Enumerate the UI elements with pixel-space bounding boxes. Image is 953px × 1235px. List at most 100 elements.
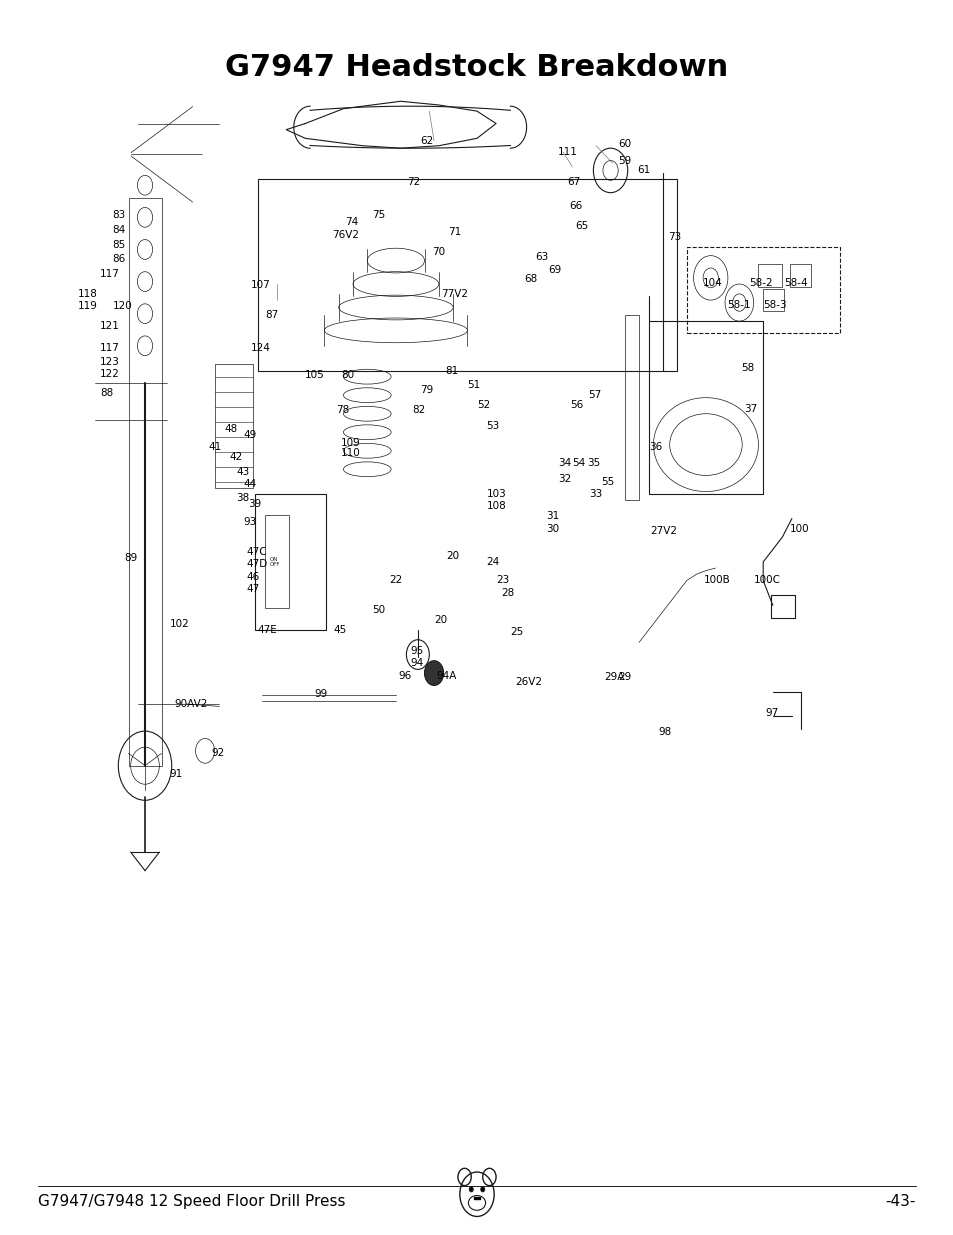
- Bar: [686, 247, 839, 333]
- Text: 96: 96: [398, 671, 412, 680]
- Text: 95: 95: [410, 646, 423, 656]
- Text: 90AV2: 90AV2: [174, 699, 208, 709]
- Text: 87: 87: [265, 310, 278, 320]
- Text: 52: 52: [476, 400, 490, 410]
- Text: 117: 117: [100, 269, 120, 279]
- Text: 67: 67: [567, 177, 580, 186]
- Text: 60: 60: [618, 140, 631, 149]
- Text: 29A: 29A: [603, 672, 623, 682]
- Text: 100C: 100C: [753, 576, 780, 585]
- Text: 48: 48: [224, 424, 237, 433]
- Bar: [129, 198, 162, 766]
- Text: 94: 94: [410, 658, 423, 668]
- Text: 32: 32: [558, 474, 571, 484]
- Text: 28: 28: [500, 588, 514, 598]
- Text: 70: 70: [432, 247, 445, 257]
- Text: 89: 89: [124, 553, 137, 563]
- Text: 69: 69: [548, 266, 561, 275]
- Text: 105: 105: [305, 370, 325, 380]
- Text: 92: 92: [212, 748, 225, 758]
- Text: 123: 123: [100, 357, 120, 367]
- Text: 79: 79: [419, 385, 433, 395]
- Text: 62: 62: [419, 136, 433, 146]
- Text: 47E: 47E: [257, 625, 277, 635]
- Text: 43: 43: [236, 467, 250, 477]
- Text: 58-3: 58-3: [762, 300, 786, 310]
- Text: 108: 108: [486, 501, 506, 511]
- Text: 109: 109: [340, 438, 360, 448]
- Text: 47: 47: [246, 584, 259, 594]
- Text: 56: 56: [570, 400, 583, 410]
- Text: 82: 82: [412, 405, 425, 415]
- Text: 36: 36: [648, 442, 661, 452]
- Text: 104: 104: [702, 278, 722, 288]
- Text: 74: 74: [345, 217, 358, 227]
- Bar: [254, 494, 326, 630]
- Text: 65: 65: [575, 221, 588, 231]
- Bar: [624, 315, 639, 500]
- Bar: [762, 289, 783, 311]
- Text: ON
OFF: ON OFF: [270, 557, 280, 567]
- Bar: [265, 515, 289, 608]
- Text: 30: 30: [545, 524, 558, 534]
- Text: 97: 97: [764, 708, 778, 718]
- Text: 49: 49: [243, 430, 256, 440]
- Text: 51: 51: [467, 380, 480, 390]
- Text: 81: 81: [445, 366, 458, 375]
- Text: 42: 42: [229, 452, 242, 462]
- Text: 122: 122: [100, 369, 120, 379]
- Text: 71: 71: [448, 227, 461, 237]
- Text: 99: 99: [314, 689, 328, 699]
- Text: 68: 68: [524, 274, 537, 284]
- Text: 66: 66: [569, 201, 582, 211]
- Text: 22: 22: [389, 576, 402, 585]
- Text: 58: 58: [740, 363, 754, 373]
- Text: 31: 31: [545, 511, 558, 521]
- Text: 117: 117: [100, 343, 120, 353]
- Text: 75: 75: [372, 210, 385, 220]
- Bar: [257, 179, 677, 370]
- Text: 58-4: 58-4: [783, 278, 807, 288]
- Text: 124: 124: [251, 343, 271, 353]
- Text: 88: 88: [100, 388, 113, 398]
- Circle shape: [469, 1187, 473, 1192]
- Text: 23: 23: [496, 576, 509, 585]
- Text: 44: 44: [243, 479, 256, 489]
- Text: 61: 61: [637, 165, 650, 175]
- Bar: [770, 595, 794, 618]
- Text: 45: 45: [334, 625, 347, 635]
- Text: 93: 93: [243, 517, 256, 527]
- Text: 20: 20: [434, 615, 447, 625]
- Text: 83: 83: [112, 210, 126, 220]
- Text: 118: 118: [78, 289, 98, 299]
- Text: G7947/G7948 12 Speed Floor Drill Press: G7947/G7948 12 Speed Floor Drill Press: [38, 1194, 345, 1209]
- Text: 54: 54: [572, 458, 585, 468]
- Text: 20: 20: [446, 551, 459, 561]
- Text: 41: 41: [208, 442, 221, 452]
- Text: 120: 120: [112, 301, 132, 311]
- Text: 53: 53: [486, 421, 499, 431]
- Text: 63: 63: [535, 252, 548, 262]
- Text: 72: 72: [407, 177, 420, 186]
- Text: 100: 100: [789, 524, 809, 534]
- Text: 84: 84: [112, 225, 126, 235]
- Text: 47D: 47D: [246, 559, 267, 569]
- Text: 110: 110: [340, 448, 360, 458]
- Text: 94A: 94A: [436, 671, 456, 680]
- Text: 77V2: 77V2: [440, 289, 467, 299]
- Text: 91: 91: [170, 769, 183, 779]
- Text: 76V2: 76V2: [332, 230, 358, 240]
- Text: 26V2: 26V2: [515, 677, 541, 687]
- Text: 35: 35: [586, 458, 599, 468]
- Text: 33: 33: [589, 489, 602, 499]
- Text: 103: 103: [486, 489, 506, 499]
- Text: 78: 78: [335, 405, 349, 415]
- Text: 85: 85: [112, 240, 126, 249]
- Bar: [758, 264, 781, 287]
- Text: 57: 57: [588, 390, 601, 400]
- Text: 34: 34: [558, 458, 571, 468]
- Circle shape: [424, 661, 443, 685]
- Text: 58-1: 58-1: [726, 300, 750, 310]
- Text: -43-: -43-: [884, 1194, 915, 1209]
- Bar: [648, 321, 762, 494]
